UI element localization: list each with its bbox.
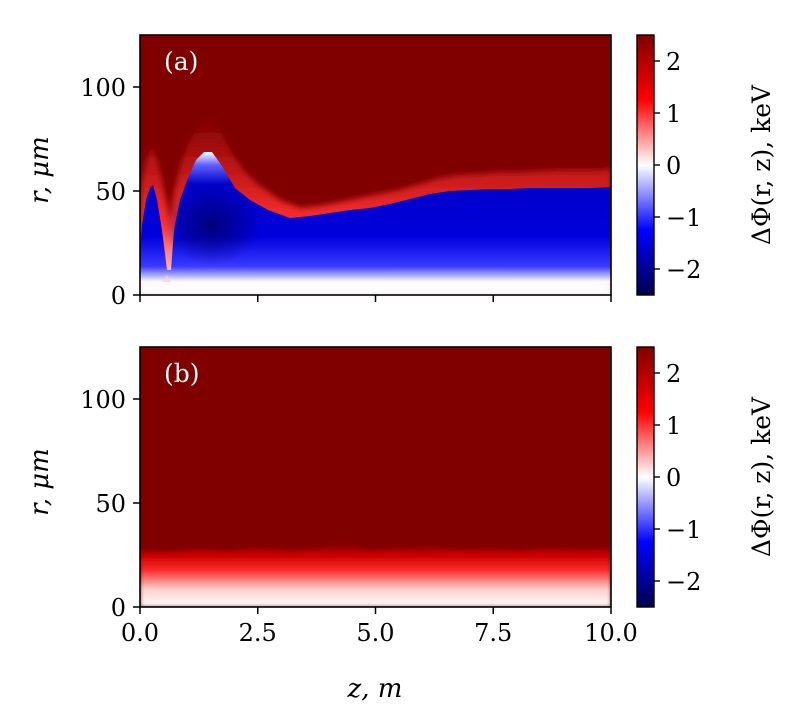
colorbar-tick-label-a: 0: [666, 152, 681, 180]
x-tick-label-b: 2.5: [239, 619, 277, 647]
colorbar-tick-label-a: 2: [666, 48, 681, 76]
panel-label-b: (b): [164, 359, 200, 388]
heatmap-a-dark-core: [162, 185, 262, 265]
x-axis-label: z, m: [347, 674, 403, 704]
y-tick-label-a: 50: [95, 178, 126, 206]
colorbar-tick-label-b: 0: [666, 464, 681, 492]
colorbar-tick-label-b: 1: [666, 412, 681, 440]
y-tick-label-b: 100: [80, 386, 126, 414]
colorbar-tick-label-a: −1: [666, 204, 701, 232]
colorbar-ticks-a: −2 −1 0 1 2: [654, 48, 701, 284]
x-ticks-b: 0.0 2.5 5.0 7.5 10.0: [121, 607, 638, 647]
y-axis-label-a: r, μm: [25, 136, 55, 204]
x-tick-label-b: 5.0: [356, 619, 394, 647]
panel-b: (b) 0.0 2.5 5.0 7.5 10.0 0 50 100 r, μm −2 −1 0 1…: [25, 346, 776, 647]
x-ticks-a: [139, 295, 612, 302]
x-tick-label-b: 0.0: [121, 619, 159, 647]
colorbar-tick-label-b: −1: [666, 516, 701, 544]
y-ticks-a: 0 50 100: [80, 74, 140, 310]
x-tick-label-b: 10.0: [584, 619, 637, 647]
colorbar-tick-label-a: 1: [666, 100, 681, 128]
colorbar-tick-label-a: −2: [666, 256, 701, 284]
y-tick-label-a: 100: [80, 74, 126, 102]
colorbar-label-a: ΔΦ(r, z), keV: [747, 84, 776, 245]
y-ticks-b: 0 50 100: [80, 386, 140, 622]
heatmap-a-axis-white: [140, 282, 611, 295]
colorbar-tick-label-b: 2: [666, 360, 681, 388]
colorbar-a: [636, 34, 655, 296]
x-tick-label-b: 7.5: [474, 619, 512, 647]
heatmap-b: [140, 347, 611, 607]
colorbar-tick-label-b: −2: [666, 568, 701, 596]
colorbar-label-b: ΔΦ(r, z), keV: [747, 396, 776, 557]
panel-a: (a) 0 50 100 r, μm −2 −1 0 1 2 ΔΦ(r, z), keV: [25, 34, 776, 310]
heatmap-b-red-band: [140, 544, 611, 607]
panel-label-a: (a): [164, 47, 198, 76]
y-tick-label-b: 50: [95, 490, 126, 518]
y-tick-label-a: 0: [111, 282, 126, 310]
heatmap-a: [140, 35, 611, 295]
heatmap-a-blue-region: [140, 152, 611, 282]
colorbar-ticks-b: −2 −1 0 1 2: [654, 360, 701, 596]
y-axis-label-b: r, μm: [25, 448, 55, 516]
y-tick-label-b: 0: [111, 594, 126, 622]
colorbar-b: [636, 346, 655, 608]
